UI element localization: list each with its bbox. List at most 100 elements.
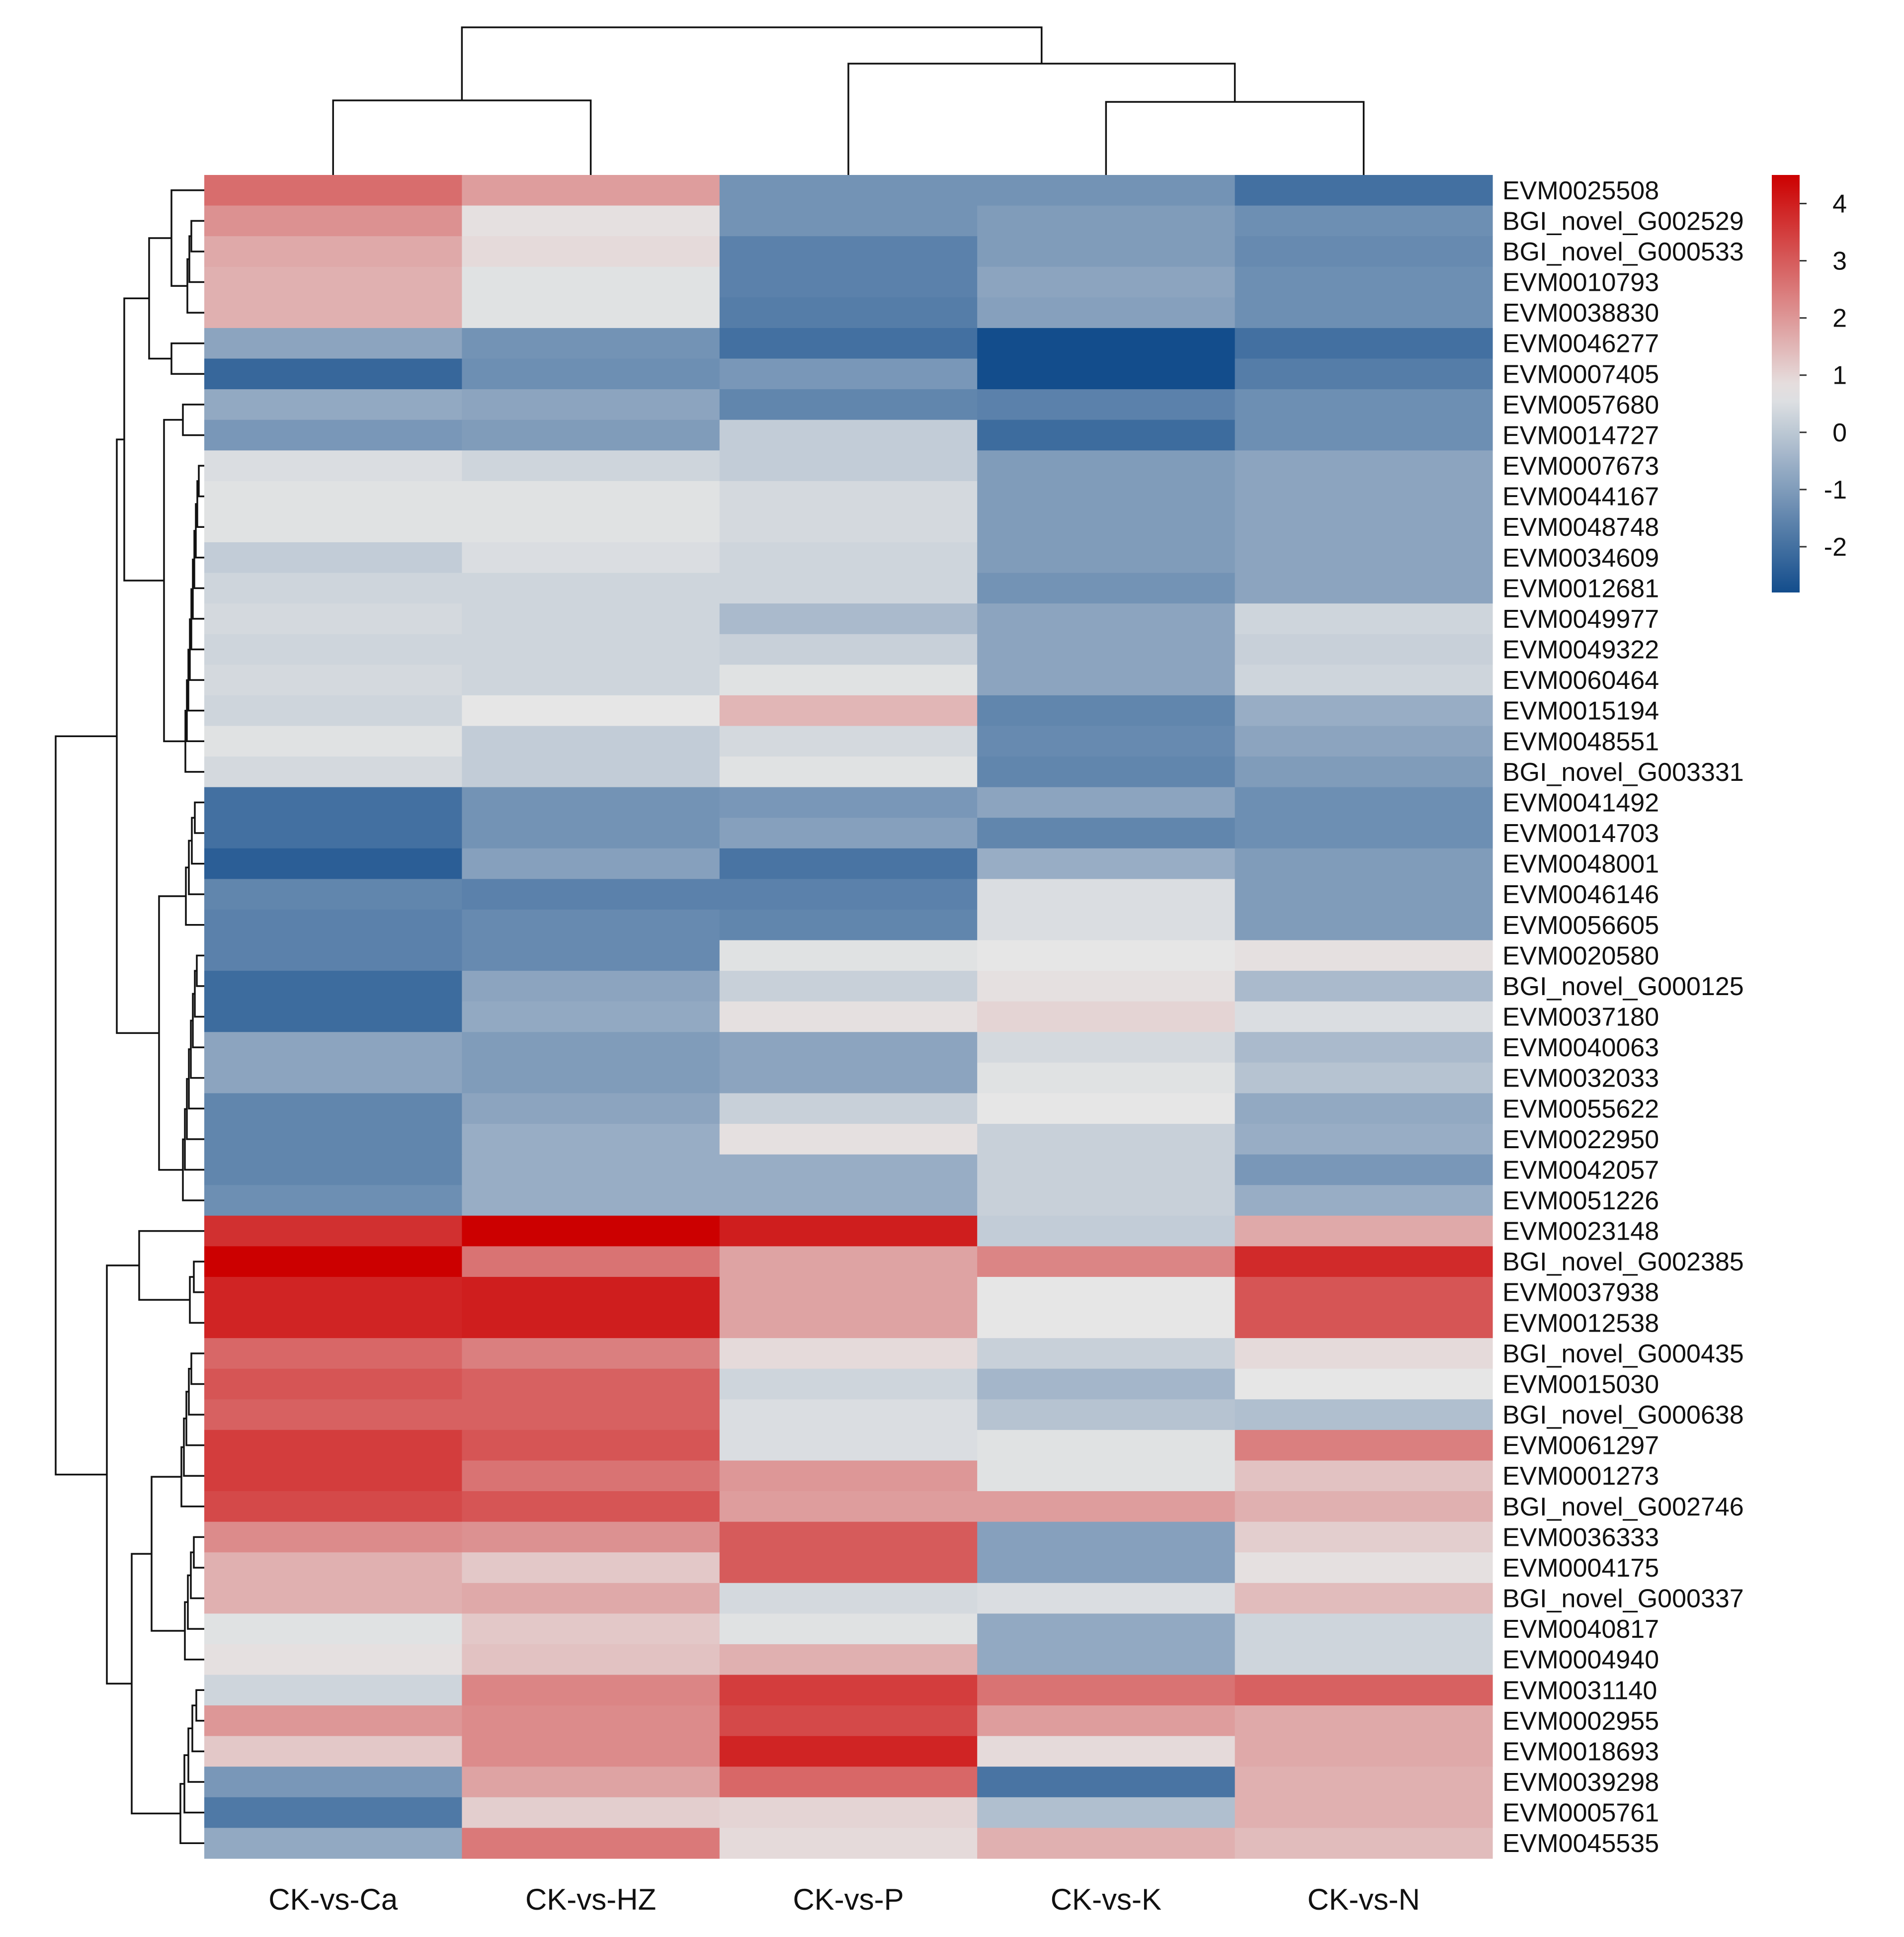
heatmap-cell (1235, 1124, 1493, 1155)
color-legend-ticks: 4 3 2 1 0 -1 -2 (1800, 190, 1847, 562)
heatmap-cell (204, 1583, 462, 1614)
row-label: BGI_novel_G000125 (1502, 972, 1744, 1001)
heatmap-cell (462, 1491, 720, 1522)
row-label: BGI_novel_G002385 (1502, 1248, 1744, 1276)
row-label: EVM0041492 (1502, 788, 1659, 817)
heatmap-cell (719, 909, 978, 941)
heatmap-cell (1235, 1675, 1493, 1706)
heatmap-cell (462, 511, 720, 543)
row-label: EVM0012681 (1502, 574, 1659, 603)
heatmap-cell (462, 634, 720, 665)
row-label: EVM0048748 (1502, 513, 1659, 542)
heatmap-cell (719, 1521, 978, 1553)
row-label: EVM0049322 (1502, 636, 1659, 665)
row-label: EVM0004175 (1502, 1554, 1659, 1583)
heatmap-cell (204, 358, 462, 390)
row-label: EVM0051226 (1502, 1186, 1659, 1215)
heatmap-cell (719, 1736, 978, 1767)
heatmap-cell (1235, 879, 1493, 910)
heatmap-cell (1235, 1001, 1493, 1032)
heatmap-cell (977, 1246, 1236, 1277)
heatmap-cell (462, 1552, 720, 1584)
heatmap-cell (204, 848, 462, 879)
heatmap-cell (204, 1185, 462, 1216)
row-label: EVM0007405 (1502, 360, 1659, 389)
heatmap-cell (1235, 266, 1493, 298)
dendrogram-link (183, 1754, 204, 1814)
dendrogram-link (193, 1261, 204, 1293)
row-label: EVM0049977 (1502, 605, 1659, 634)
legend-tick-label: 3 (1832, 247, 1847, 276)
heatmap-cell (719, 1154, 978, 1185)
heatmap-cell (719, 1430, 978, 1461)
row-label: BGI_novel_G002746 (1502, 1493, 1744, 1521)
dendrogram-link (847, 63, 1236, 175)
heatmap-cell (977, 1521, 1236, 1553)
dendrogram-link (191, 1704, 204, 1753)
heatmap-cell (1235, 1613, 1493, 1645)
heatmap-cell (462, 1399, 720, 1431)
heatmap-cell (1235, 1185, 1493, 1216)
heatmap-cell (462, 603, 720, 635)
heatmap-cell (1235, 1154, 1493, 1185)
row-label: EVM0040817 (1502, 1615, 1659, 1644)
column-label: CK-vs-K (1051, 1883, 1161, 1916)
heatmap-cells (204, 175, 1493, 1859)
heatmap-cell (204, 450, 462, 482)
row-label: EVM0060464 (1502, 666, 1659, 695)
heatmap-cell (462, 1767, 720, 1798)
heatmap-cell (1235, 1368, 1493, 1400)
heatmap-cell (977, 909, 1236, 941)
heatmap-cell (204, 573, 462, 604)
heatmap-cell (977, 1215, 1236, 1247)
heatmap-cell (1235, 420, 1493, 451)
legend-tick-label: 4 (1832, 190, 1847, 219)
row-label: BGI_novel_G002529 (1502, 207, 1744, 236)
row-label: EVM0018693 (1502, 1737, 1659, 1766)
heatmap-cell (977, 1491, 1236, 1522)
heatmap-cell (462, 1215, 720, 1247)
heatmap-cell (977, 266, 1236, 298)
heatmap-cell (977, 787, 1236, 818)
heatmap-cell (977, 757, 1236, 788)
heatmap-cell (462, 358, 720, 390)
heatmap-cell (719, 1583, 978, 1614)
heatmap-cell (1235, 511, 1493, 543)
heatmap-cell (462, 1368, 720, 1400)
dendrogram-link (180, 1446, 204, 1508)
heatmap-cell (719, 695, 978, 727)
heatmap-cell (462, 450, 720, 482)
column-label: CK-vs-N (1307, 1883, 1420, 1916)
heatmap-cell (204, 1675, 462, 1706)
heatmap-cell (462, 205, 720, 237)
heatmap-cell (462, 328, 720, 359)
heatmap-cell (462, 1797, 720, 1829)
heatmap-cell (462, 389, 720, 421)
heatmap-cell (719, 358, 978, 390)
heatmap-cell (719, 1767, 978, 1798)
heatmap-cell (462, 695, 720, 727)
heatmap-cell (977, 1644, 1236, 1676)
row-label: EVM0031140 (1502, 1676, 1657, 1705)
heatmap-cell (719, 1276, 978, 1308)
heatmap-cell (1235, 909, 1493, 941)
legend-tick-label: 1 (1832, 361, 1847, 390)
heatmap-cell (204, 787, 462, 818)
heatmap-cell (462, 1583, 720, 1614)
heatmap-cell (719, 787, 978, 818)
heatmap-cell (719, 757, 978, 788)
heatmap-cell (1235, 573, 1493, 604)
heatmap-cell (462, 909, 720, 941)
heatmap-cell (204, 1613, 462, 1645)
heatmap-cell (1235, 726, 1493, 757)
heatmap-cell (1235, 1736, 1493, 1767)
dendrogram-link (123, 297, 164, 582)
heatmap-cell (719, 1705, 978, 1737)
heatmap-cell (977, 1276, 1236, 1308)
heatmap-cell (1235, 665, 1493, 696)
heatmap-cell (977, 358, 1236, 390)
heatmap-cell (462, 175, 720, 206)
heatmap-cell (1235, 358, 1493, 390)
heatmap-cell (204, 909, 462, 941)
row-label: EVM0020580 (1502, 941, 1659, 970)
